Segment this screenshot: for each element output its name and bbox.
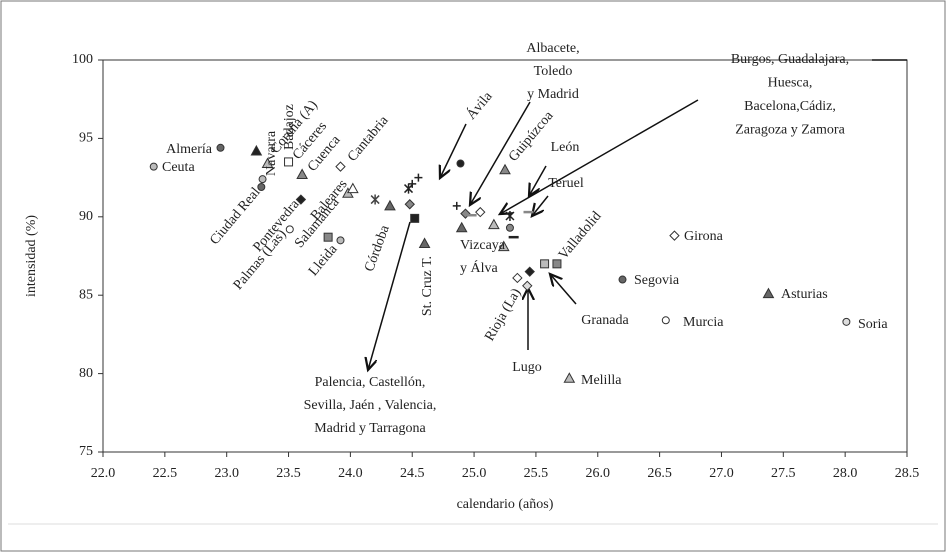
x-tick-label: 24.5 — [400, 466, 425, 481]
point — [452, 201, 461, 210]
point — [250, 144, 263, 156]
x-tick-label: 25.5 — [524, 466, 549, 481]
x-axis-title: calendario (años) — [457, 497, 554, 512]
point — [347, 182, 359, 194]
annotation: Huesca, — [768, 76, 813, 91]
point — [284, 157, 294, 167]
annotation: Teruel — [548, 176, 584, 191]
annotation: St. Cruz T. — [420, 256, 435, 316]
point — [408, 179, 417, 188]
arrows — [368, 59, 907, 370]
point — [505, 211, 515, 222]
annotation: Soria — [858, 317, 888, 332]
point — [336, 236, 345, 245]
x-tick-label: 25.0 — [462, 466, 487, 481]
point — [261, 157, 274, 168]
point — [216, 143, 225, 152]
point — [540, 259, 550, 269]
point — [488, 218, 500, 230]
annotation: y Madrid — [527, 87, 579, 102]
y-tick-label: 75 — [79, 444, 93, 459]
annotation: Navarra — [264, 130, 279, 176]
point — [563, 372, 576, 383]
annotation: Sevilla, Jaén , Valencia, — [304, 398, 437, 413]
point — [384, 199, 396, 211]
annotation: Palencia, Castellón, — [315, 375, 426, 390]
point — [762, 287, 775, 299]
annotation: Badajoz — [282, 104, 297, 150]
point — [257, 183, 266, 192]
x-tick-label: 26.5 — [647, 466, 672, 481]
annotation: Bacelona,Cádiz, — [744, 99, 836, 114]
annotation: Ceuta — [162, 160, 195, 175]
x-tick-label: 22.0 — [91, 466, 116, 481]
x-tick-label: 26.0 — [586, 466, 611, 481]
point — [512, 272, 523, 284]
point — [370, 194, 380, 205]
point — [323, 232, 333, 242]
annotation: Murcia — [683, 315, 724, 330]
annotation: Madrid y Tarragona — [314, 421, 426, 436]
point — [669, 230, 680, 241]
annotation: León — [551, 140, 580, 155]
point — [497, 240, 510, 252]
annotation: Toledo — [534, 64, 573, 79]
y-tick-label: 85 — [79, 287, 93, 302]
annotation: Albacete, — [526, 41, 579, 56]
x-tick-label: 28.5 — [895, 466, 920, 481]
y-tick-label: 100 — [72, 52, 93, 67]
x-tick-label: 27.5 — [771, 466, 796, 481]
point — [522, 280, 533, 291]
annotation: Asturias — [781, 287, 828, 302]
point — [296, 168, 308, 179]
annotation: Melilla — [581, 373, 622, 388]
y-tick-label: 90 — [79, 209, 93, 224]
point — [414, 173, 423, 182]
annotation: Segovia — [634, 273, 680, 288]
x-tick-label: 23.5 — [276, 466, 301, 481]
point — [475, 206, 486, 218]
point — [285, 225, 294, 234]
x-tick-label: 22.5 — [153, 466, 178, 481]
point — [505, 223, 514, 232]
point — [258, 175, 267, 184]
annotation: Lugo — [512, 360, 542, 375]
x-tick-label: 27.0 — [709, 466, 734, 481]
x-tick-label: 28.0 — [833, 466, 858, 481]
point — [149, 162, 158, 171]
annotation: Vizcaya — [460, 238, 506, 253]
point — [661, 316, 670, 325]
point — [404, 199, 415, 210]
annotation: y Álva — [460, 259, 499, 276]
annotation: Burgos, Guadalajara, — [731, 52, 849, 67]
point — [295, 194, 307, 205]
x-tick-label: 23.0 — [214, 466, 239, 481]
plot-area — [102, 59, 908, 453]
annotation: Almería — [166, 142, 213, 157]
point — [455, 221, 468, 233]
x-tick-label: 24.0 — [338, 466, 363, 481]
point — [499, 163, 511, 175]
y-tick-label: 95 — [79, 131, 93, 146]
point — [618, 275, 627, 284]
point — [335, 161, 346, 172]
y-axis-title: intensidad (%) — [24, 215, 39, 297]
point — [410, 213, 420, 223]
point — [524, 266, 535, 277]
point — [842, 317, 851, 326]
point — [418, 237, 431, 248]
annotation: Girona — [684, 229, 724, 244]
point — [456, 159, 465, 168]
y-tick-label: 80 — [79, 366, 93, 381]
annotation: Zaragoza y Zamora — [735, 123, 845, 138]
point — [552, 259, 562, 269]
point — [403, 183, 414, 194]
annotation: Granada — [581, 313, 629, 328]
